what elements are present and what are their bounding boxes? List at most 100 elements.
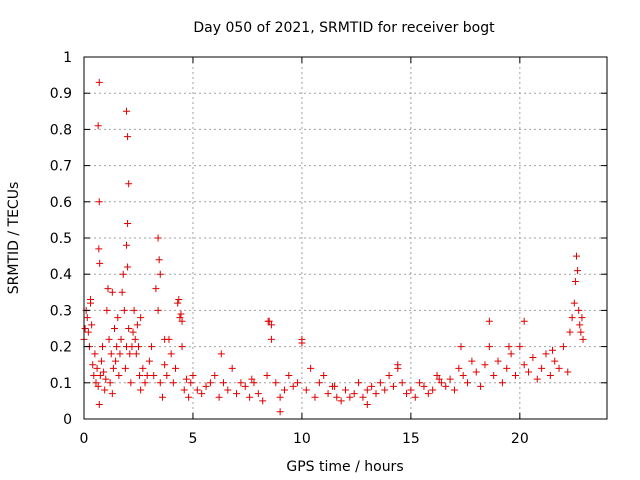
data-point [224,386,232,394]
data-point [424,390,432,398]
data-point [178,343,186,351]
data-point [455,364,463,372]
data-point [342,386,349,394]
data-point [124,220,132,228]
data-point [95,401,103,409]
data-point [302,386,310,394]
data-point [127,379,135,387]
data-point [464,379,472,387]
data-point [99,343,107,351]
data-point [576,321,584,329]
data-point [109,364,117,372]
axis-ticks [83,56,607,420]
data-point [177,310,185,318]
data-point [155,256,163,264]
data-point [579,335,587,343]
data-point [246,393,254,401]
data-point [91,350,99,358]
data-point [376,379,384,387]
data-point [494,357,502,365]
data-point [125,180,133,188]
data-point [311,393,319,401]
data-point [315,379,323,387]
data-point [259,397,267,405]
data-point [372,390,380,398]
data-point [137,314,145,322]
data-point [198,390,206,398]
data-point [84,328,92,336]
data-point [450,386,458,394]
data-point [122,107,130,115]
data-point [237,379,245,387]
data-point [156,379,164,387]
data-point [148,343,156,351]
data-point [182,375,190,383]
data-point [355,379,363,387]
data-point [538,364,546,372]
data-point [176,314,184,322]
data-points [80,78,587,416]
data-point [154,306,162,314]
data-point [137,386,145,394]
tick-labels: 00.10.20.30.40.50.60.70.80.910 5 10 15 20 [50,50,529,447]
data-point [363,401,371,409]
data-point [132,350,140,358]
y-tick-label: 0 [63,412,72,428]
data-point [89,361,97,369]
data-point [88,321,96,329]
data-point [363,386,371,394]
data-point [516,343,524,351]
data-point [433,372,441,380]
data-point [566,328,574,336]
data-point [180,386,188,394]
data-point [143,372,151,380]
data-point [228,364,236,372]
data-point [174,299,182,307]
data-point [124,263,132,271]
x-tick-label: 15 [402,431,420,447]
data-point [572,252,580,260]
data-point [294,379,302,387]
data-point [298,339,306,347]
data-point [158,393,166,401]
data-point [267,335,275,343]
data-point [95,198,103,206]
x-tick-label: 0 [80,431,89,447]
data-point [468,357,476,365]
data-point [114,314,122,322]
data-point [407,386,415,394]
data-point [542,350,550,358]
data-point [90,372,98,380]
data-point [555,364,563,372]
data-point [95,78,103,86]
data-point [134,343,142,351]
data-point [520,361,528,369]
data-point [172,364,180,372]
data-point [485,317,493,325]
data-point [211,372,219,380]
data-point [511,372,519,380]
data-point [161,361,169,369]
y-axis-label: SRMTID / TECUs [6,182,22,295]
data-point [117,335,125,343]
y-tick-label: 1 [63,50,72,66]
y-tick-label: 0.5 [50,231,72,247]
data-point [403,390,411,398]
data-point [577,328,585,336]
data-point [101,386,109,394]
data-point [215,393,223,401]
data-point [529,353,537,361]
data-point [368,382,376,390]
data-point [108,390,116,398]
data-point [103,306,111,314]
data-point [139,364,147,372]
data-point [437,379,445,387]
data-point [115,372,123,380]
data-point [546,372,554,380]
y-tick-label: 0.7 [50,159,72,175]
data-point [169,379,177,387]
data-point [136,372,144,380]
data-point [472,368,480,376]
data-point [189,372,197,380]
